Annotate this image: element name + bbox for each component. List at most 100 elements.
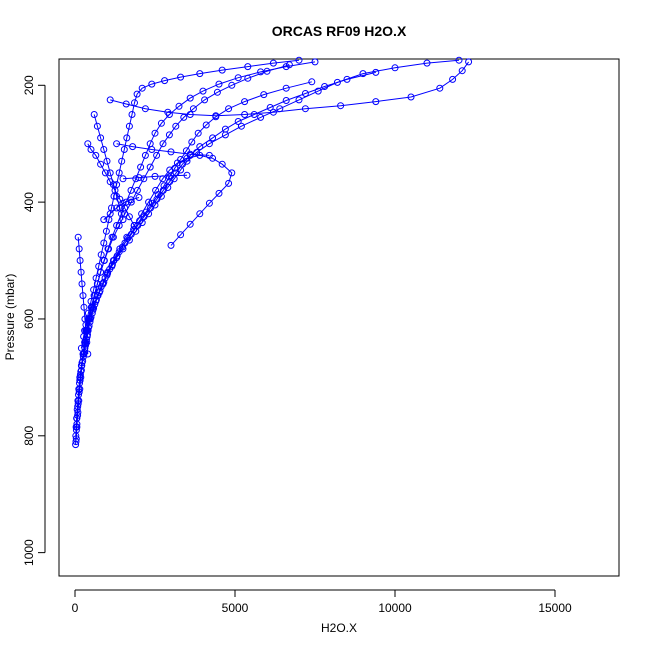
data-point bbox=[196, 143, 204, 151]
data-point bbox=[234, 118, 242, 125]
data-point bbox=[218, 66, 226, 74]
x-tick-label: 0 bbox=[72, 601, 79, 615]
data-point bbox=[167, 172, 175, 180]
data-point bbox=[194, 129, 202, 137]
data-point bbox=[167, 241, 175, 249]
data-point bbox=[74, 408, 82, 416]
data-point bbox=[106, 210, 114, 218]
data-point bbox=[465, 58, 473, 66]
data-point bbox=[201, 96, 209, 104]
data-point bbox=[205, 151, 213, 159]
data-point bbox=[119, 199, 127, 207]
data-point bbox=[75, 397, 83, 405]
data-point bbox=[133, 90, 141, 98]
data-point bbox=[186, 111, 194, 118]
data-point bbox=[218, 160, 226, 168]
data-point bbox=[295, 56, 303, 64]
data-point bbox=[77, 268, 85, 276]
data-point bbox=[132, 175, 140, 183]
x-axis-label: H2O.X bbox=[321, 621, 357, 635]
data-point bbox=[113, 140, 121, 148]
data-point bbox=[311, 58, 319, 66]
data-point bbox=[123, 134, 131, 142]
data-point bbox=[159, 140, 167, 148]
data-point bbox=[177, 231, 185, 239]
x-tick-label: 15000 bbox=[538, 601, 572, 615]
data-point bbox=[202, 121, 210, 129]
series-line bbox=[75, 81, 312, 439]
data-point bbox=[153, 151, 161, 159]
series-line bbox=[77, 237, 89, 355]
data-point bbox=[135, 174, 143, 182]
data-point bbox=[183, 171, 191, 179]
data-point bbox=[244, 63, 252, 71]
data-point bbox=[152, 186, 160, 194]
data-point bbox=[115, 248, 123, 256]
data-point bbox=[135, 194, 143, 201]
data-point bbox=[165, 173, 173, 181]
data-point bbox=[104, 268, 112, 276]
data-point bbox=[165, 131, 173, 139]
series-line bbox=[75, 59, 460, 445]
data-point bbox=[205, 199, 213, 207]
data-point bbox=[148, 80, 156, 88]
data-point bbox=[167, 148, 175, 156]
data-point bbox=[100, 146, 108, 153]
data-point bbox=[449, 75, 457, 83]
data-point bbox=[93, 122, 101, 130]
data-point bbox=[205, 140, 213, 148]
data-point bbox=[423, 59, 431, 67]
data-point bbox=[128, 111, 136, 118]
data-point bbox=[73, 420, 81, 428]
data-point bbox=[146, 163, 154, 171]
data-point bbox=[106, 96, 114, 104]
data-point bbox=[76, 257, 84, 264]
data-point bbox=[257, 113, 265, 121]
data-point bbox=[74, 233, 82, 241]
data-point bbox=[103, 157, 111, 165]
y-tick-label: 800 bbox=[22, 425, 36, 445]
data-point bbox=[106, 169, 114, 177]
data-point bbox=[127, 196, 135, 204]
data-point bbox=[119, 175, 127, 183]
data-point bbox=[228, 169, 236, 177]
data-point bbox=[77, 344, 85, 352]
data-point bbox=[173, 159, 181, 167]
data-point bbox=[359, 70, 367, 78]
y-tick-label: 600 bbox=[22, 309, 36, 329]
series-layer bbox=[72, 56, 473, 449]
data-point bbox=[104, 245, 112, 253]
data-point bbox=[97, 134, 105, 142]
data-point bbox=[140, 175, 148, 183]
data-point bbox=[391, 64, 399, 72]
data-point bbox=[97, 251, 105, 259]
data-point bbox=[343, 75, 351, 83]
data-point bbox=[241, 111, 249, 118]
plot-area-frame bbox=[58, 58, 620, 577]
data-point bbox=[308, 78, 316, 86]
data-point bbox=[145, 198, 153, 206]
data-point bbox=[77, 373, 85, 381]
data-point bbox=[458, 67, 466, 75]
data-point bbox=[101, 169, 109, 177]
data-point bbox=[157, 119, 165, 127]
series-line bbox=[75, 71, 376, 442]
series-line bbox=[76, 61, 316, 425]
data-point bbox=[180, 113, 188, 121]
y-tick-label: 1000 bbox=[22, 539, 36, 566]
data-point bbox=[269, 108, 277, 116]
data-point bbox=[212, 112, 220, 120]
data-point bbox=[250, 111, 258, 118]
series-line bbox=[110, 61, 470, 117]
data-point bbox=[282, 63, 290, 71]
data-point bbox=[84, 350, 92, 358]
series-line bbox=[103, 197, 140, 220]
data-point bbox=[95, 262, 103, 270]
y-tick-label: 400 bbox=[22, 192, 36, 212]
series-line bbox=[79, 64, 290, 378]
data-point bbox=[179, 160, 186, 168]
data-point bbox=[164, 108, 172, 116]
data-point bbox=[241, 98, 249, 106]
y-tick-label: 200 bbox=[22, 75, 36, 95]
data-point bbox=[100, 278, 108, 286]
